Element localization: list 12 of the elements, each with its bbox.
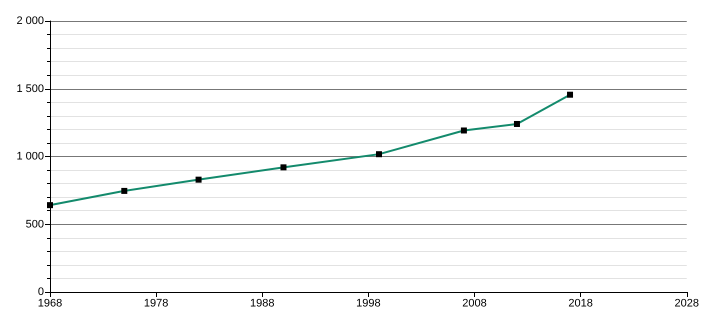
x-tick-label: 1998 — [356, 298, 381, 310]
y-tick-label: 0 — [38, 286, 44, 298]
y-tick-label: 1 000 — [16, 150, 44, 162]
x-tick-label: 2028 — [674, 298, 700, 310]
y-tick-label: 2 000 — [16, 15, 44, 27]
x-tick-label: 1978 — [144, 298, 168, 310]
y-tick-label: 500 — [26, 218, 44, 230]
x-tick-label: 1988 — [250, 298, 274, 310]
x-tick-label: 2018 — [568, 298, 593, 310]
x-tick-label: 2008 — [462, 298, 487, 310]
x-tick-label: 1968 — [38, 298, 62, 310]
y-tick-label: 1 500 — [16, 82, 44, 95]
